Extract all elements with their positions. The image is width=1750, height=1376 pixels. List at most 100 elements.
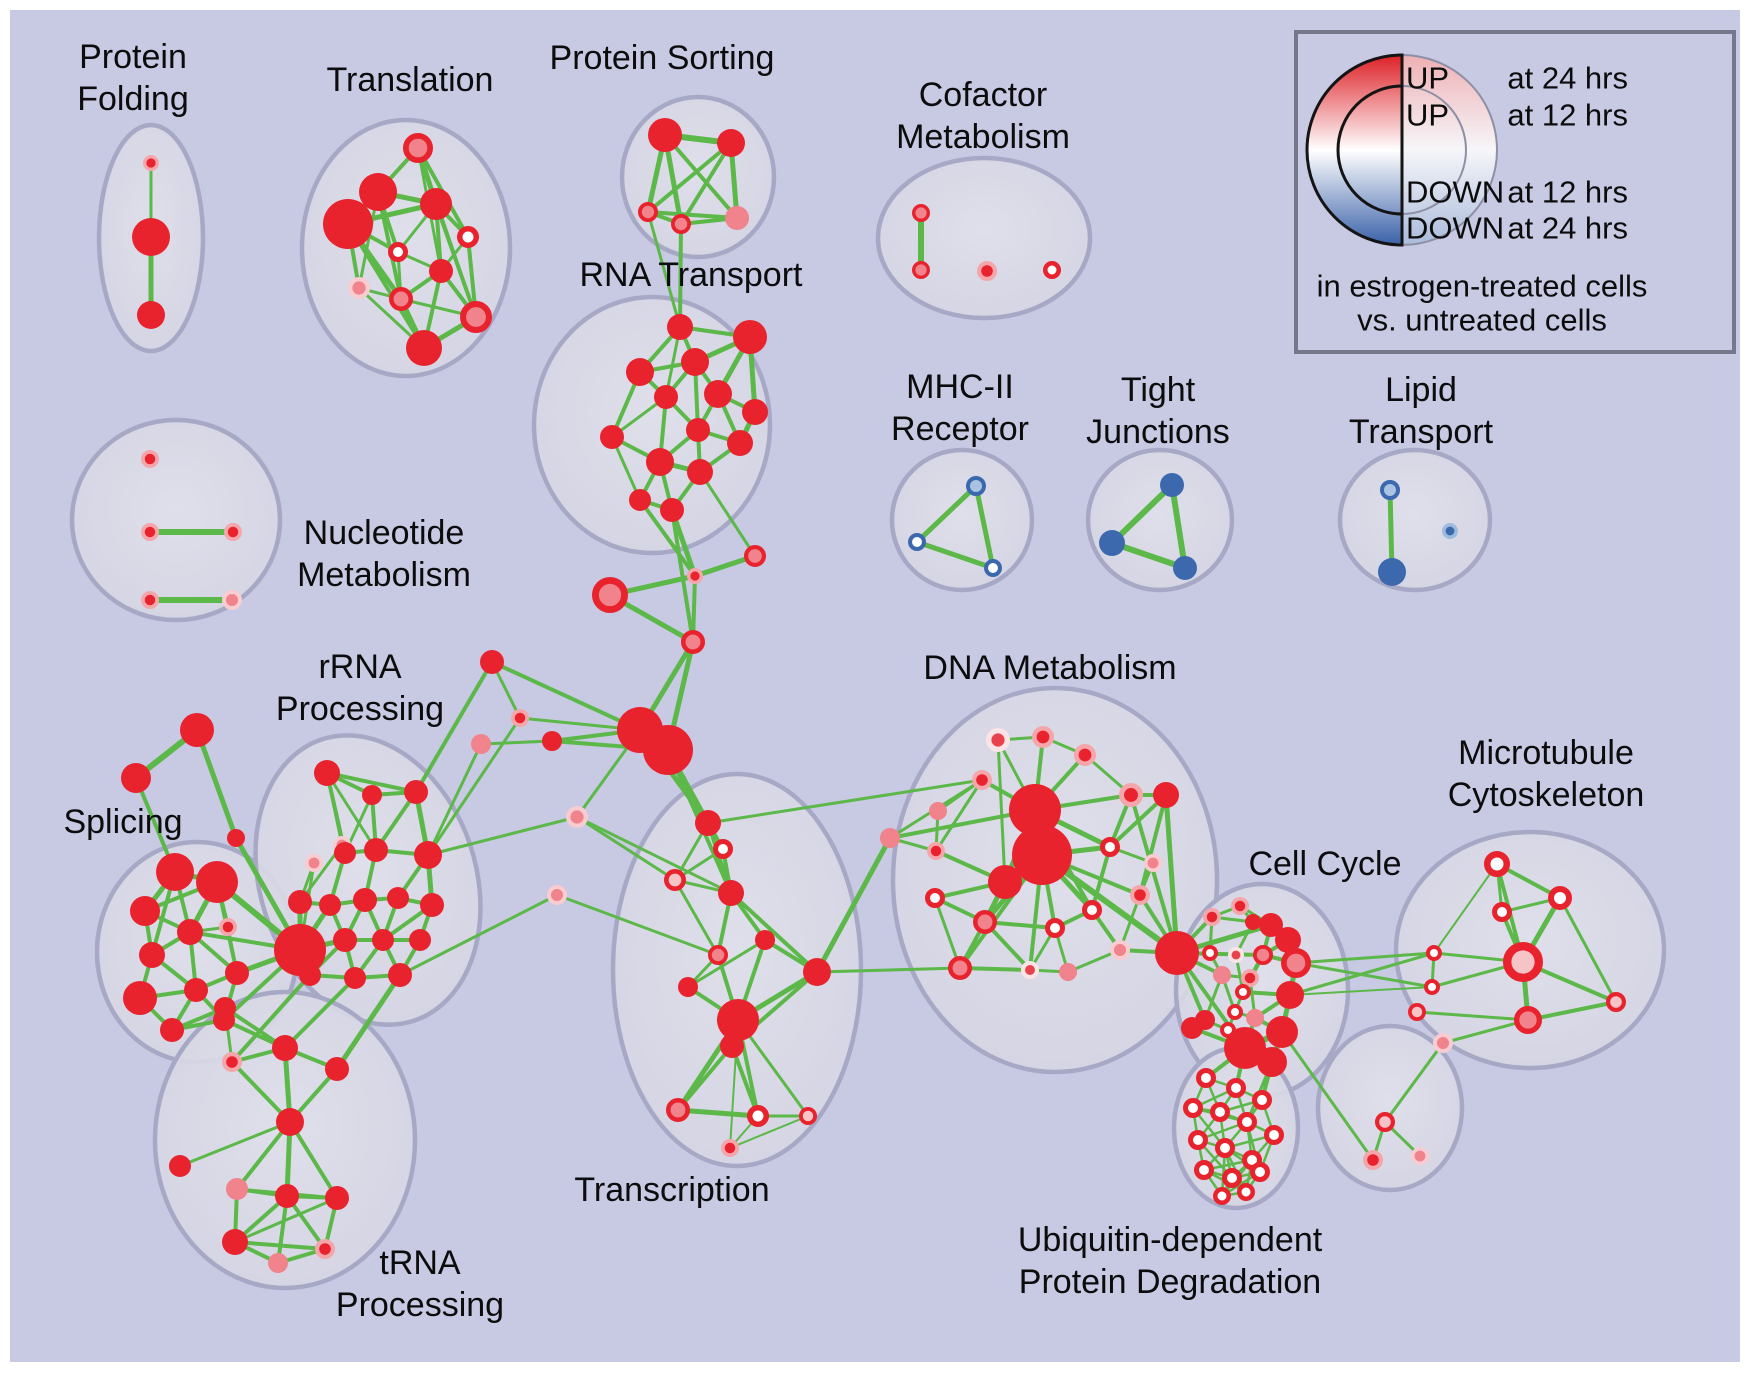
network-node xyxy=(799,1107,818,1126)
network-edge xyxy=(730,1044,760,1118)
cluster-labels-layer: Protein Folding Translation Protein Sorting… xyxy=(63,38,1644,1324)
network-node xyxy=(747,1105,769,1127)
network-node xyxy=(1237,1112,1257,1132)
network-node xyxy=(177,919,203,945)
cluster-label-tx: Transcription xyxy=(574,1171,769,1209)
network-node xyxy=(1153,782,1179,808)
network-node xyxy=(404,780,428,804)
network-edge xyxy=(398,893,559,977)
network-node xyxy=(214,997,236,1019)
cluster-ellipse-mh xyxy=(889,447,1035,593)
network-node xyxy=(686,418,710,442)
network-node xyxy=(1224,1027,1266,1069)
legend-caption: in estrogen-treated cells xyxy=(1317,269,1648,304)
cluster-label-ub: Protein Degradation xyxy=(1019,1263,1321,1301)
network-node xyxy=(333,928,357,952)
network-edge xyxy=(679,141,733,226)
network-node xyxy=(457,226,479,248)
network-edge xyxy=(933,896,962,970)
network-node xyxy=(139,942,165,968)
network-edge xyxy=(230,973,312,1064)
network-edge xyxy=(1433,863,1498,954)
network-edge xyxy=(233,1196,339,1244)
cluster-ellipse-ps xyxy=(619,94,777,260)
network-edge xyxy=(914,483,979,545)
network-edge xyxy=(325,771,418,794)
network-node xyxy=(223,523,242,542)
network-node xyxy=(372,929,394,951)
network-node xyxy=(971,769,992,790)
network-node xyxy=(1548,886,1572,910)
network-node xyxy=(1213,1187,1231,1205)
network-edge xyxy=(1294,961,1434,989)
network-node xyxy=(1226,1078,1246,1098)
network-node xyxy=(348,277,371,300)
network-node xyxy=(1411,1147,1430,1166)
network-node xyxy=(184,978,208,1002)
network-node xyxy=(1231,897,1250,916)
network-edge xyxy=(283,976,357,1050)
network-node xyxy=(717,999,759,1041)
network-node xyxy=(1059,963,1077,981)
network-node xyxy=(319,894,341,916)
network-node xyxy=(671,213,692,234)
network-node xyxy=(420,893,444,917)
network-node xyxy=(1181,1017,1203,1039)
legend-caption: vs. untreated cells xyxy=(1357,303,1607,338)
cluster-label-tl: Translation xyxy=(327,61,494,99)
network-node xyxy=(140,591,159,610)
cluster-label-mh: MHC-II xyxy=(906,368,1014,406)
network-node xyxy=(429,259,453,283)
cluster-label-rr: rRNA xyxy=(318,648,401,686)
network-node xyxy=(1433,1033,1453,1053)
network-node xyxy=(1250,1162,1270,1182)
cluster-ellipse-nm xyxy=(69,417,283,623)
network-node xyxy=(646,448,674,476)
cluster-label-lp: Transport xyxy=(1349,413,1494,451)
network-node xyxy=(1502,942,1543,983)
network-node xyxy=(1188,1130,1208,1150)
network-node xyxy=(667,314,693,340)
network-node xyxy=(268,1253,288,1273)
cluster-ellipse-cf xyxy=(875,155,1093,321)
network-node xyxy=(1213,966,1231,984)
legend-entry-time: at 24 hrs xyxy=(1507,61,1628,96)
cluster-label-nm: Metabolism xyxy=(297,556,471,594)
cluster-label-tj: Tight xyxy=(1121,371,1196,409)
network-edge xyxy=(675,1107,761,1119)
network-node xyxy=(1426,945,1442,961)
network-node xyxy=(169,1155,191,1177)
network-node xyxy=(929,802,947,820)
network-edge xyxy=(1383,1041,1445,1124)
network-edge xyxy=(479,739,554,746)
cluster-label-rt: RNA Transport xyxy=(580,256,804,294)
network-node xyxy=(353,888,377,912)
network-node xyxy=(1241,969,1260,988)
network-node xyxy=(1259,913,1283,937)
network-node xyxy=(1202,945,1218,961)
network-node xyxy=(1378,558,1406,586)
legend-entry-word: UP xyxy=(1406,98,1449,133)
cluster-label-mt: Microtubule xyxy=(1458,734,1634,772)
network-node xyxy=(196,861,238,903)
network-node xyxy=(733,320,767,354)
network-node xyxy=(1280,947,1311,978)
network-node xyxy=(1264,1125,1284,1145)
legend-entry-word: DOWN xyxy=(1406,211,1504,246)
network-node xyxy=(988,865,1022,899)
network-node xyxy=(156,853,194,891)
network-node xyxy=(1227,1004,1243,1020)
network-node xyxy=(1424,979,1440,995)
network-node xyxy=(566,806,589,829)
network-node xyxy=(1129,884,1150,905)
cluster-label-ub: Ubiquitin-dependent xyxy=(1018,1221,1323,1259)
network-node xyxy=(1380,480,1400,500)
network-node xyxy=(1196,1068,1216,1088)
legend-entry-time: at 12 hrs xyxy=(1507,175,1628,210)
legend-entry-word: DOWN xyxy=(1406,175,1504,210)
legend-box xyxy=(1294,30,1736,354)
network-node xyxy=(1100,837,1120,857)
network-edge xyxy=(973,483,996,571)
network-node xyxy=(1245,914,1261,930)
network-node xyxy=(1257,1047,1287,1077)
